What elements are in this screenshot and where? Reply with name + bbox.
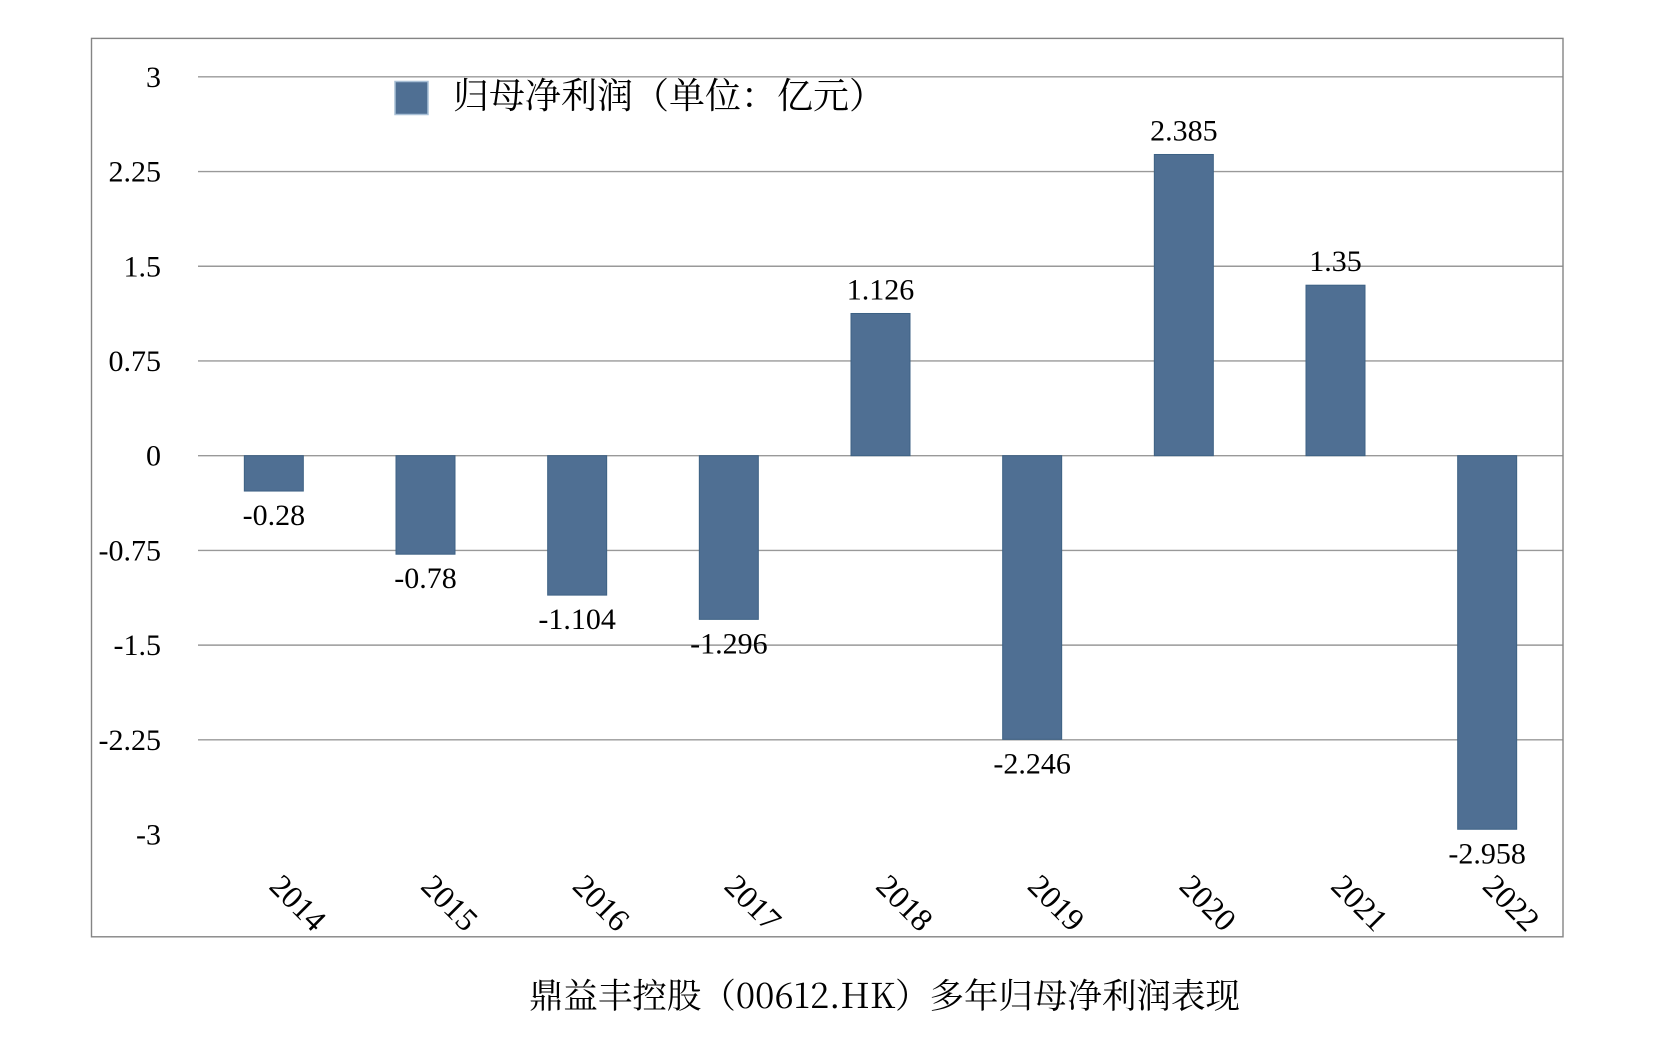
svg-text:-1.5: -1.5	[114, 629, 162, 662]
svg-text:-1.296: -1.296	[690, 627, 768, 660]
svg-text:2016: 2016	[566, 867, 637, 938]
svg-text:2018: 2018	[870, 867, 941, 938]
svg-text:2022: 2022	[1476, 867, 1547, 938]
svg-text:1.35: 1.35	[1309, 245, 1362, 278]
svg-text:-2.958: -2.958	[1448, 837, 1526, 870]
svg-text:0.75: 0.75	[109, 345, 162, 378]
svg-text:2.25: 2.25	[109, 156, 162, 189]
svg-text:3: 3	[146, 61, 161, 94]
svg-text:2020: 2020	[1173, 867, 1244, 938]
svg-text:2014: 2014	[263, 867, 334, 938]
svg-text:2.385: 2.385	[1150, 114, 1218, 147]
svg-text:归母净利润（单位：亿元）: 归母净利润（单位：亿元）	[453, 68, 885, 119]
svg-text:-0.75: -0.75	[99, 534, 162, 567]
svg-text:2021: 2021	[1325, 867, 1396, 938]
svg-text:-3: -3	[136, 819, 161, 852]
svg-text:1.126: 1.126	[847, 273, 915, 306]
svg-text:1.5: 1.5	[124, 250, 162, 283]
svg-text:-2.25: -2.25	[99, 724, 162, 757]
svg-text:-0.28: -0.28	[243, 499, 306, 532]
svg-text:2019: 2019	[1021, 867, 1092, 938]
svg-text:鼎益丰控股（00612.HK）多年归母净利润表现: 鼎益丰控股（00612.HK）多年归母净利润表现	[529, 968, 1240, 1018]
svg-text:-2.246: -2.246	[993, 747, 1071, 780]
svg-text:0: 0	[146, 440, 161, 473]
svg-text:2017: 2017	[718, 867, 789, 938]
svg-text:2015: 2015	[415, 867, 486, 938]
svg-text:-0.78: -0.78	[394, 562, 457, 595]
svg-text:-1.104: -1.104	[538, 603, 616, 636]
